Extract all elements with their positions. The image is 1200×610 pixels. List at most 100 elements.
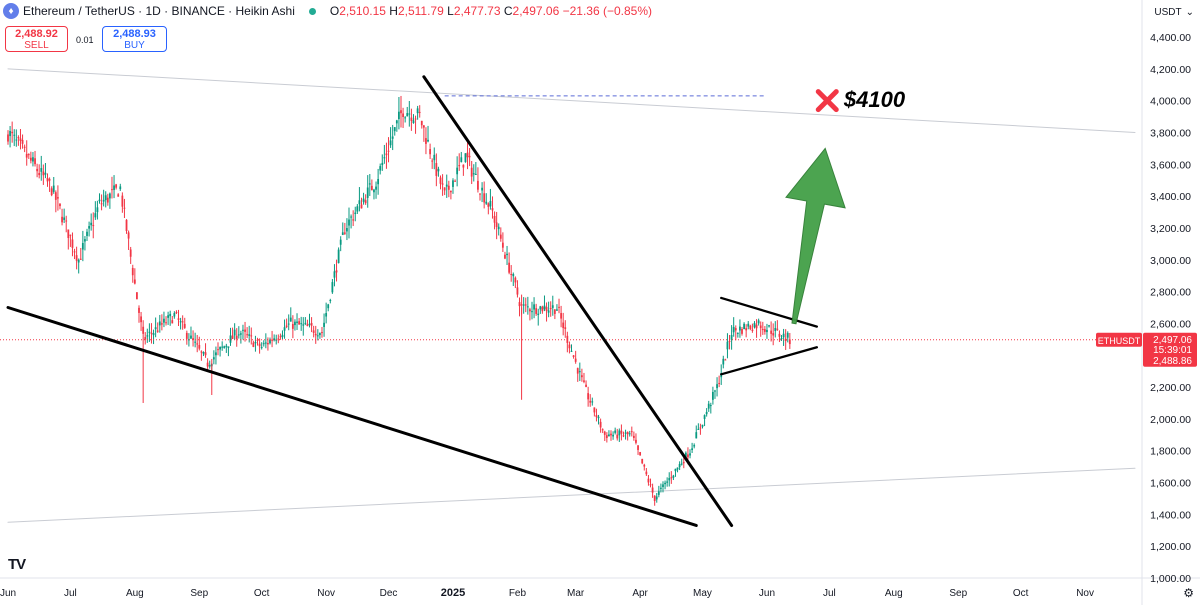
candle-body [576,368,579,374]
x-mark-stroke [815,89,839,113]
candle-body [701,424,704,427]
candle-body [551,305,554,308]
candle-body [34,158,36,165]
candle-body [298,321,301,325]
candle-body [743,323,745,330]
candle-body [543,305,546,310]
candle-body [254,342,257,344]
trendline-long-resistance [7,68,1136,133]
x-tick-label: Mar [567,588,585,599]
high-label: H [389,4,398,18]
candle-body [660,487,662,489]
candle-body [32,157,34,162]
candle-body [54,192,57,200]
candle-body [697,428,700,430]
candle-body [142,326,145,334]
candle-body [269,339,271,344]
x-tick-label: Nov [317,588,335,599]
candle-body [129,249,132,257]
spread-value: 0.01 [76,35,94,45]
candle-body [29,157,32,161]
candle-body [464,153,467,163]
candle-body [148,331,151,333]
candle-body [252,342,255,347]
candle-body [687,454,689,458]
candle-body [763,329,766,332]
candle-body [385,153,388,156]
candle-body [714,390,716,392]
symbol-tag-bg [1096,332,1142,347]
candle-body [753,323,756,328]
candle-body [711,391,714,400]
candle-body [302,324,305,326]
candle-body [291,324,294,329]
candle-body [46,177,49,182]
candle-body [296,321,298,323]
candle-body [703,415,706,419]
candle-body [27,154,30,156]
candle-body [420,120,423,126]
trendline-falling-wedge-upper [422,75,734,527]
candle-body [549,308,552,310]
candle-body [15,139,18,141]
candle-body [221,346,224,348]
candle-body [778,333,781,337]
candle-body [90,222,93,226]
candle-body [730,334,733,340]
candle-body [757,320,760,324]
candle-body [437,168,440,172]
candle-body [468,155,471,158]
sell-button[interactable]: 2,488.92 SELL [5,26,68,52]
candle-body [38,172,41,176]
tradingview-logo-icon[interactable]: TV [8,556,26,573]
candle-body [235,335,238,340]
candle-body [212,357,215,360]
candle-body [88,226,90,229]
close-value: 2,497.06 [512,4,560,18]
x-tick-label: Jul [823,588,836,599]
x-tick-label: Jun [759,588,775,599]
candle-body [514,277,517,283]
candle-body [140,316,142,323]
candle-body [637,445,639,450]
candle-body [215,352,217,356]
candle-body [231,335,234,339]
candle-body [96,207,99,213]
y-tick-label: 2,800.00 [1150,287,1191,299]
candle-body [277,338,280,340]
candle-body [102,199,105,202]
candle-body [580,375,583,378]
x-tick-label: Oct [254,588,270,599]
candle-body [17,137,20,139]
candle-body [368,183,371,185]
candle-body [680,463,683,465]
candle-body [722,358,725,365]
gear-icon[interactable]: ⚙ [1183,586,1194,600]
candle-body [603,431,606,435]
candle-body [433,154,436,161]
candle-body [522,304,525,306]
buy-button[interactable]: 2,488.93 BUY [102,26,167,52]
candle-body [146,335,149,337]
candle-body [547,310,550,313]
candle-body [100,203,103,205]
candle-body [406,113,409,117]
sell-price: 2,488.92 [15,28,58,40]
candle-body [435,163,438,176]
candle-body [362,198,365,202]
symbol-title[interactable]: Ethereum / TetherUS · 1D · BINANCE · Hei… [23,4,295,18]
candle-body [441,183,444,185]
candle-body [776,328,779,330]
candle-body [52,185,55,192]
candle-body [427,139,429,142]
candle-body [321,332,323,334]
candle-body [63,217,66,220]
currency-selector[interactable]: USDT ⌄ [1139,0,1194,24]
candle-body [202,352,205,354]
trendline-long-support [7,467,1136,523]
target-price-label: $4100 [843,87,906,112]
candle-body [337,249,340,264]
candle-body [568,344,571,349]
